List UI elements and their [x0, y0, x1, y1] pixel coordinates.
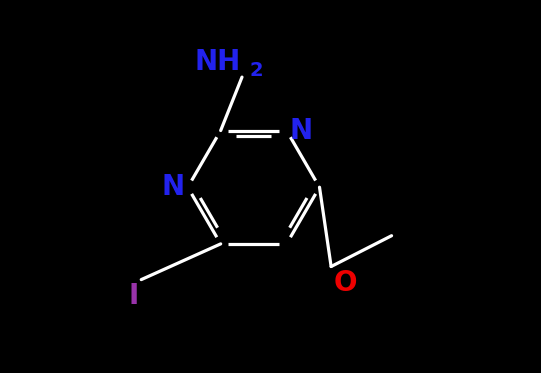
- Text: 2: 2: [250, 61, 263, 80]
- Text: N: N: [162, 173, 184, 201]
- Text: NH: NH: [194, 48, 240, 76]
- Text: I: I: [129, 282, 139, 310]
- Text: N: N: [289, 116, 313, 144]
- Text: O: O: [333, 269, 357, 297]
